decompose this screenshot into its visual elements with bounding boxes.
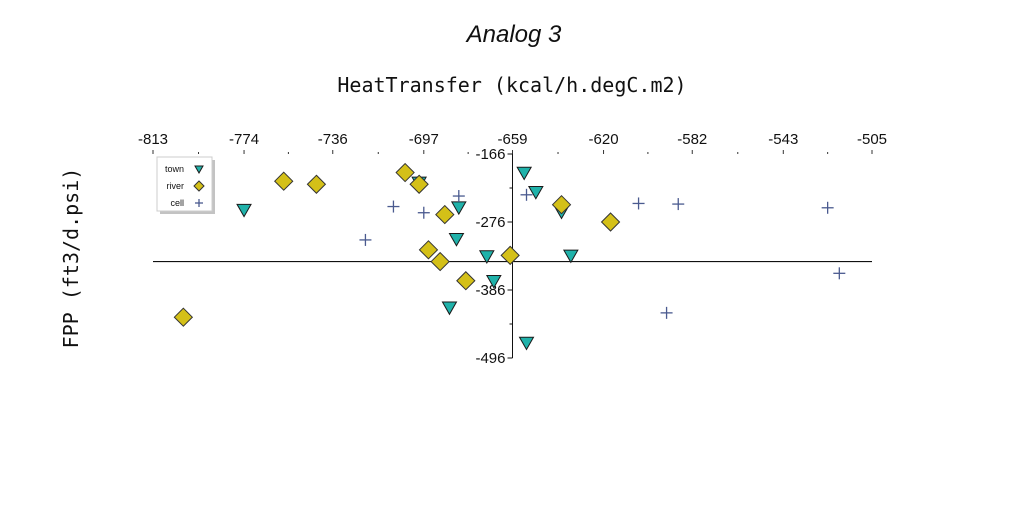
point-river: [418, 240, 439, 260]
point-river: [551, 194, 572, 215]
point-river: [395, 162, 415, 183]
x-tick-label: -774: [229, 131, 259, 148]
point-cell: [387, 200, 400, 213]
point-river: [430, 251, 450, 272]
point-town: [527, 185, 544, 200]
x-tick-label: -813: [138, 131, 168, 148]
point-river: [600, 212, 621, 232]
x-tick-label: -582: [677, 131, 707, 148]
point-town: [236, 203, 252, 218]
point-cell: [672, 198, 685, 211]
x-tick-label: -543: [768, 131, 798, 148]
point-town: [562, 249, 579, 264]
point-cell: [452, 190, 465, 203]
legend-label-cell: cell: [170, 198, 184, 208]
point-town: [518, 336, 535, 351]
point-cell: [660, 306, 673, 319]
axes: -813 -774 -736 -697 -659 -620 -582 -543 -505 -166…: [138, 131, 887, 367]
x-tick-label: -620: [589, 131, 619, 148]
point-town: [448, 232, 465, 247]
point-town: [485, 274, 502, 289]
point-cell: [359, 233, 372, 246]
point-town: [516, 166, 533, 181]
point-river: [173, 307, 194, 327]
y-tick-label: -386: [475, 282, 505, 299]
y-axis-label: FPP (ft3/d.psi): [59, 168, 83, 349]
point-cell: [632, 197, 645, 210]
y-tick-label: -276: [475, 214, 505, 231]
point-cell: [520, 188, 533, 201]
point-cell: [833, 267, 846, 280]
data-marks: [173, 162, 846, 351]
legend-label-river: river: [167, 181, 185, 191]
series-cell: [359, 188, 846, 319]
point-river: [274, 171, 294, 191]
point-river: [435, 204, 455, 225]
legend-label-town: town: [165, 164, 184, 174]
legend-marker-cell: [195, 199, 203, 207]
x-axis-label: HeatTransfer (kcal/h.degC.m2): [337, 73, 686, 97]
legend: town river cell: [156, 156, 215, 214]
y-tick-label: -166: [475, 146, 505, 163]
x-tick-label: -659: [497, 131, 527, 148]
point-river: [306, 174, 327, 194]
point-town: [441, 301, 458, 316]
legend-marker-town: [194, 165, 204, 175]
point-cell: [821, 201, 834, 214]
y-tick-label: -496: [475, 350, 505, 367]
point-river: [456, 271, 476, 291]
point-cell: [417, 206, 430, 219]
chart-title: Analog 3: [465, 21, 562, 48]
series-river: [173, 162, 621, 327]
x-tick-label: -697: [409, 131, 439, 148]
x-tick-label: -505: [857, 131, 887, 148]
point-town: [478, 250, 495, 265]
point-river: [500, 245, 520, 266]
legend-marker-river: [193, 180, 205, 192]
point-river: [409, 174, 429, 194]
x-tick-label: -736: [318, 131, 348, 148]
point-town: [450, 201, 467, 216]
